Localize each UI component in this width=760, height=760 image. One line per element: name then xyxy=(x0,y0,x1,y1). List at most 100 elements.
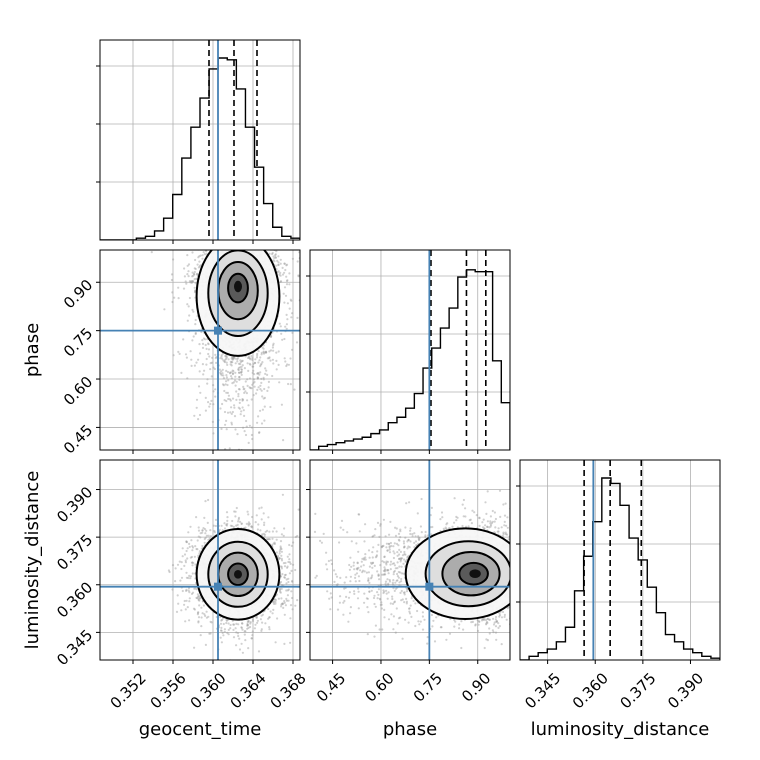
scatter-point xyxy=(251,437,254,441)
scatter-point xyxy=(301,317,303,319)
scatter-point xyxy=(280,597,283,600)
scatter-point xyxy=(253,361,256,364)
scatter-point xyxy=(220,427,223,430)
scatter-point xyxy=(245,425,248,428)
scatter-point xyxy=(234,244,236,246)
scatter-point xyxy=(259,388,262,391)
scatter-point xyxy=(238,371,241,374)
scatter-point xyxy=(231,236,233,238)
scatter-point xyxy=(171,588,174,591)
scatter-point xyxy=(224,245,226,247)
scatter-point xyxy=(240,234,242,236)
scatter-point xyxy=(231,245,233,247)
scatter-point xyxy=(197,621,200,624)
scatter-point xyxy=(286,363,289,366)
scatter-point xyxy=(214,524,217,528)
scatter-point xyxy=(289,383,292,386)
scatter-point xyxy=(191,591,195,594)
scatter-point xyxy=(199,391,202,394)
scatter-point xyxy=(246,384,249,387)
scatter-point xyxy=(237,368,240,372)
histogram-luminosity_distance xyxy=(520,477,720,660)
scatter-point xyxy=(199,264,202,267)
scatter-point xyxy=(266,373,269,376)
scatter-point xyxy=(221,372,224,375)
scatter-point xyxy=(214,353,217,356)
scatter-point xyxy=(269,405,272,409)
scatter-point xyxy=(257,361,260,364)
scatter-point xyxy=(259,231,261,233)
scatter-point xyxy=(239,361,242,364)
scatter-point xyxy=(182,287,186,290)
scatter-point xyxy=(203,246,205,248)
scatter-point xyxy=(202,337,205,340)
scatter-point xyxy=(192,274,195,277)
scatter-point xyxy=(311,570,313,572)
scatter-point xyxy=(251,515,254,519)
scatter-point xyxy=(287,560,290,564)
scatter-point xyxy=(269,349,273,352)
scatter-point xyxy=(190,592,194,596)
scatter-point xyxy=(246,510,249,513)
scatter-point xyxy=(297,275,300,278)
scatter-point xyxy=(227,358,230,361)
scatter-point xyxy=(194,289,197,292)
scatter-point xyxy=(240,410,243,413)
scatter-point xyxy=(290,299,293,302)
scatter-point xyxy=(202,251,205,254)
scatter-point xyxy=(283,600,286,603)
scatter-point xyxy=(258,507,261,510)
scatter-point xyxy=(195,547,198,551)
scatter-point xyxy=(279,546,282,549)
scatter-point xyxy=(185,589,188,593)
scatter-point xyxy=(171,564,175,567)
scatter-point xyxy=(256,237,258,239)
scatter-point xyxy=(199,235,201,237)
scatter-point xyxy=(209,368,212,371)
scatter-point xyxy=(229,498,231,500)
scatter-point xyxy=(287,580,290,584)
scatter-point xyxy=(234,627,237,630)
scatter-point xyxy=(241,628,244,631)
scatter-point xyxy=(232,525,235,529)
scatter-point xyxy=(285,582,288,585)
scatter-point xyxy=(261,621,264,624)
scatter-point xyxy=(231,222,233,224)
scatter-point xyxy=(172,258,175,261)
scatter-point xyxy=(251,246,253,248)
scatter-point xyxy=(209,632,212,635)
scatter-point xyxy=(195,277,198,280)
scatter-point xyxy=(219,629,223,632)
scatter-point xyxy=(197,597,200,601)
scatter-point xyxy=(244,630,247,633)
scatter-point xyxy=(238,233,240,235)
scatter-point xyxy=(229,242,231,244)
scatter-point xyxy=(223,360,226,364)
scatter-point xyxy=(185,571,188,574)
scatter-point xyxy=(197,535,200,538)
scatter-point xyxy=(271,358,274,361)
scatter-point xyxy=(252,369,255,372)
scatter-point xyxy=(247,441,250,444)
scatter-point xyxy=(198,604,201,607)
scatter-point xyxy=(260,506,263,509)
scatter-point xyxy=(252,378,256,381)
scatter-point xyxy=(229,245,231,247)
scatter-point xyxy=(238,398,241,401)
scatter-point xyxy=(237,368,240,371)
scatter-point xyxy=(229,193,231,195)
scatter-point xyxy=(200,616,203,619)
scatter-point xyxy=(194,323,197,326)
scatter-point xyxy=(230,406,233,409)
scatter-point xyxy=(268,530,271,533)
scatter-point xyxy=(238,401,241,404)
scatter-point xyxy=(214,245,216,247)
scatter-point xyxy=(231,356,234,359)
scatter-point xyxy=(261,395,264,398)
scatter-point xyxy=(209,535,212,538)
scatter-point xyxy=(229,623,232,627)
scatter-point xyxy=(269,226,271,228)
scatter-point xyxy=(255,514,258,517)
scatter-point xyxy=(205,616,208,619)
scatter-point xyxy=(288,561,291,564)
